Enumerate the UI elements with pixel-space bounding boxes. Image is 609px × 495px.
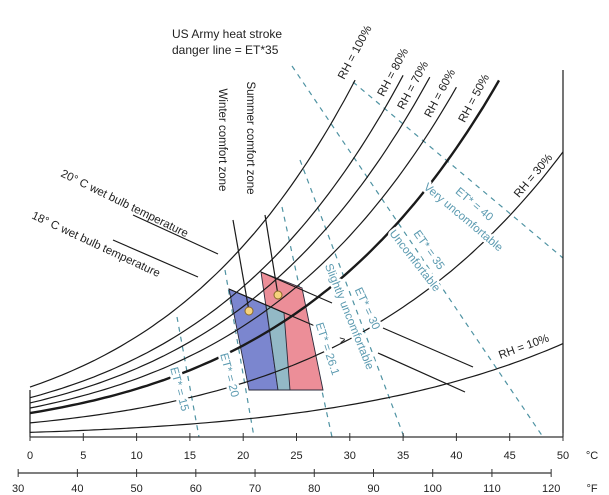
celsius-unit: °C (586, 450, 598, 462)
celsius-tick-label: 15 (184, 450, 196, 462)
fahrenheit-tick-label: 120 (542, 483, 560, 495)
et-20-label: ET* = 20 (217, 352, 240, 399)
fahrenheit-axis: 30 40 50 60 70 80 90 100 110 120 (12, 469, 560, 495)
summer-comfort-point (273, 290, 283, 300)
winter-comfort-point (244, 306, 254, 316)
rh-70-curve (29, 76, 431, 404)
fahrenheit-tick-label: 90 (367, 483, 379, 495)
et-20-line (224, 269, 255, 438)
celsius-tick-label: 35 (397, 450, 409, 462)
fahrenheit-unit: °F (586, 483, 597, 495)
guide-line (382, 327, 474, 368)
et-35-line (291, 65, 544, 438)
celsius-tick-label: 45 (504, 450, 516, 462)
heat-stroke-annotation-line2: danger line = ET*35 (172, 43, 279, 57)
rh-50-label: RH = 50% (457, 72, 492, 124)
fahrenheit-tick-label: 50 (130, 483, 142, 495)
rh-100-label: RH = 100% (336, 24, 374, 82)
celsius-tick-label: 50 (557, 450, 569, 462)
rh-100-curve (29, 79, 356, 388)
marker-symbol: ^ (333, 336, 349, 345)
rh-80-curve (29, 75, 404, 399)
celsius-tick-label: 10 (130, 450, 142, 462)
celsius-tick-label: 5 (80, 450, 86, 462)
heat-stroke-annotation-line1: US Army heat stroke (172, 27, 282, 41)
celsius-tick-label: 30 (344, 450, 356, 462)
celsius-tick-label: 25 (290, 450, 302, 462)
fahrenheit-tick-label: 30 (12, 483, 24, 495)
summer-zone-pointer (264, 214, 279, 296)
guide-line (377, 352, 466, 393)
fahrenheit-tick-label: 40 (71, 483, 83, 495)
summer-zone-edge-extension (260, 271, 333, 304)
rh-curves (29, 75, 564, 433)
celsius-axis: 0 5 10 15 20 25 30 35 40 45 50 (27, 433, 569, 462)
winter-zone-edge-extension (228, 288, 316, 327)
rh-60-curve (29, 86, 457, 409)
et-15-label: ET* = 15 (167, 366, 190, 413)
wet-bulb-18-label: 18° C wet bulb temperature (30, 210, 162, 280)
winter-zone-label: Winter comfort zone (216, 89, 228, 192)
rh-30-label: RH = 30% (512, 152, 555, 200)
fahrenheit-tick-label: 60 (190, 483, 202, 495)
et-lines (176, 65, 564, 438)
fahrenheit-tick-label: 100 (424, 483, 442, 495)
rh-50-curve (29, 79, 501, 415)
celsius-tick-label: 20 (237, 450, 249, 462)
fahrenheit-tick-label: 110 (483, 483, 501, 495)
celsius-tick-label: 0 (27, 450, 33, 462)
summer-zone-label: Summer comfort zone (244, 81, 256, 194)
wet-bulb-20-line (132, 214, 219, 255)
rh-30-curve (29, 151, 564, 424)
rh-10-curve (29, 343, 564, 433)
et-15-line (176, 316, 200, 438)
fahrenheit-tick-label: 80 (308, 483, 320, 495)
rh-10-label: RH = 10% (497, 333, 551, 362)
wet-bulb-18-line (112, 239, 199, 278)
celsius-tick-label: 40 (450, 450, 462, 462)
fahrenheit-tick-label: 70 (249, 483, 261, 495)
